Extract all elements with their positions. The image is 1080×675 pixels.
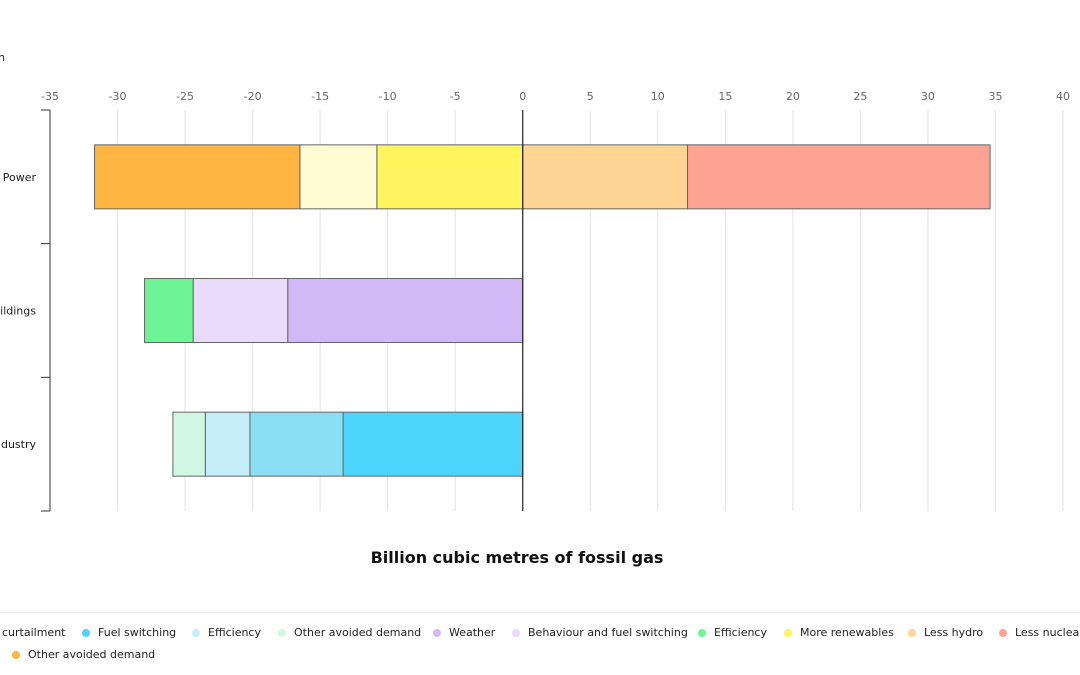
legend-swatch [999, 628, 1007, 637]
legend-label: Other avoided demand [28, 648, 156, 661]
bar-segment [376, 144, 524, 210]
legend-item: Fuel switching [82, 626, 176, 639]
legend-swatch [192, 628, 200, 637]
x-tick-label: -20 [244, 90, 262, 103]
x-tick-label: -10 [379, 90, 397, 103]
legend-item: Other avoided demand [12, 648, 155, 661]
bar-segment [287, 278, 524, 343]
legend-label: Less nuclear [1015, 626, 1080, 639]
x-tick-label: 25 [853, 90, 867, 103]
bar-segment [204, 411, 251, 477]
legend-item: Weather [433, 626, 495, 639]
x-tick-label: 35 [988, 90, 1002, 103]
legend-swatch [512, 628, 520, 637]
legend-item: Other avoided demand [278, 626, 421, 639]
legend-swatch [908, 628, 916, 637]
x-tick-label: 0 [519, 90, 526, 103]
legend-label: Efficiency [714, 626, 767, 639]
legend-label: Fuel switching [98, 626, 177, 639]
x-tick-label: -15 [311, 90, 329, 103]
legend: curtailment Fuel switching Efficiency Other… [0, 612, 1080, 673]
bar-segment [299, 144, 378, 210]
bar-segment [192, 278, 289, 343]
legend-swatch [698, 628, 706, 637]
legend-label: Weather [449, 626, 496, 639]
legend-item: Behaviour and fuel switching [512, 626, 688, 639]
legend-item: Less hydro [908, 626, 983, 639]
legend-swatch [12, 650, 20, 659]
legend-swatch [278, 628, 286, 637]
legend-swatch [82, 628, 90, 637]
x-tick-label: 20 [786, 90, 800, 103]
legend-item: curtailment [2, 626, 65, 639]
x-tick-label: -35 [41, 90, 59, 103]
legend-item: Efficiency [698, 626, 767, 639]
x-tick-label: 5 [587, 90, 594, 103]
legend-swatch [784, 628, 792, 637]
x-tick-label: 10 [651, 90, 665, 103]
x-tick-label: 15 [718, 90, 732, 103]
legend-item: More renewables [784, 626, 894, 639]
bar-segment [144, 278, 194, 343]
bar-chart: -35 -30 -25 -20 -15 -10 -5 0 5 10 15 20 25 30 35 40 Powe… [0, 51, 1070, 567]
x-axis-title: Billion cubic metres of fossil gas [371, 548, 664, 567]
legend-swatch [433, 628, 441, 637]
legend-label: Less hydro [924, 626, 984, 639]
legend-label: Behaviour and fuel switching [528, 626, 688, 639]
legend-item: Efficiency [192, 626, 261, 639]
legend-label: Other avoided demand [294, 626, 422, 639]
category-label: Power [3, 171, 37, 184]
bar-segment [342, 411, 524, 477]
bar-segment [94, 144, 301, 210]
bar-segment [249, 411, 344, 477]
x-tick-label: -5 [450, 90, 461, 103]
x-tick-label: 40 [1056, 90, 1070, 103]
bar-segment [687, 144, 991, 210]
bar-segment [522, 144, 689, 210]
bar-segment [172, 411, 206, 477]
legend-item: Less nuclear [999, 626, 1080, 639]
x-tick-label: -30 [109, 90, 127, 103]
x-tick-label: 30 [921, 90, 935, 103]
legend-label: curtailment [2, 626, 66, 639]
legend-label: Efficiency [208, 626, 261, 639]
top-left-text-fragment: n [0, 51, 5, 64]
legend-label: More renewables [800, 626, 894, 639]
chart-area: -35 -30 -25 -20 -15 -10 -5 0 5 10 15 20 25 30 35 40 Powe… [0, 51, 1070, 567]
x-tick-label: -25 [176, 90, 194, 103]
category-label: uildings [0, 305, 36, 318]
category-label: ndustry [0, 438, 36, 451]
